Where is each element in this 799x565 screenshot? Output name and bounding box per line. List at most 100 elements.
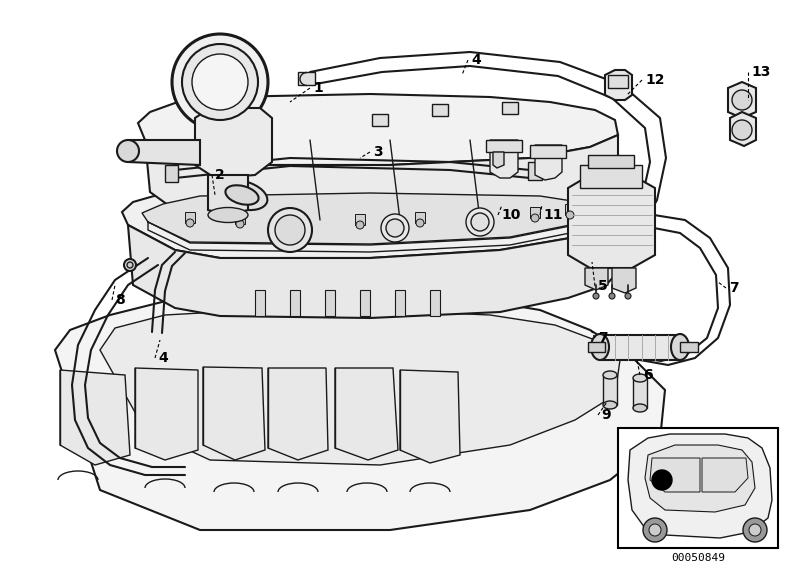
Polygon shape <box>400 370 460 463</box>
Polygon shape <box>493 152 504 168</box>
Polygon shape <box>580 165 642 188</box>
Polygon shape <box>565 204 575 215</box>
Polygon shape <box>535 145 562 180</box>
Circle shape <box>593 293 599 299</box>
Text: 11: 11 <box>543 208 562 222</box>
Circle shape <box>531 214 539 222</box>
Polygon shape <box>588 155 634 168</box>
Circle shape <box>643 518 667 542</box>
Polygon shape <box>490 140 518 178</box>
Ellipse shape <box>603 371 617 379</box>
Bar <box>618 428 778 548</box>
Circle shape <box>386 219 404 237</box>
Polygon shape <box>295 214 305 225</box>
Polygon shape <box>100 310 620 465</box>
Ellipse shape <box>225 185 259 205</box>
Polygon shape <box>530 207 540 218</box>
Polygon shape <box>432 104 448 116</box>
Polygon shape <box>195 108 272 178</box>
Circle shape <box>172 34 268 130</box>
Circle shape <box>296 221 304 229</box>
Polygon shape <box>142 193 600 245</box>
Polygon shape <box>325 290 335 316</box>
Polygon shape <box>165 165 178 182</box>
Circle shape <box>127 262 133 268</box>
Polygon shape <box>650 458 700 492</box>
Polygon shape <box>415 212 425 223</box>
Polygon shape <box>55 295 665 530</box>
Polygon shape <box>475 210 485 221</box>
Circle shape <box>566 211 574 219</box>
Polygon shape <box>138 94 618 165</box>
Polygon shape <box>128 225 618 318</box>
Text: 13: 13 <box>751 65 770 79</box>
Polygon shape <box>486 140 522 152</box>
Polygon shape <box>605 70 632 100</box>
Polygon shape <box>355 214 365 225</box>
Circle shape <box>466 208 494 236</box>
Circle shape <box>356 221 364 229</box>
Polygon shape <box>268 368 328 460</box>
Polygon shape <box>612 268 636 293</box>
Text: 10: 10 <box>501 208 520 222</box>
Polygon shape <box>135 368 198 460</box>
Polygon shape <box>680 342 698 352</box>
Circle shape <box>268 208 312 252</box>
Circle shape <box>186 219 194 227</box>
Text: 1: 1 <box>313 81 323 95</box>
Polygon shape <box>255 290 265 316</box>
Polygon shape <box>360 290 370 316</box>
Polygon shape <box>702 458 748 492</box>
Text: 00050849: 00050849 <box>671 553 725 563</box>
Circle shape <box>743 518 767 542</box>
Polygon shape <box>603 375 617 405</box>
Ellipse shape <box>603 401 617 409</box>
Text: 4: 4 <box>471 53 481 67</box>
Polygon shape <box>290 290 300 316</box>
Polygon shape <box>608 75 628 88</box>
Circle shape <box>381 214 409 242</box>
Polygon shape <box>203 367 265 460</box>
Text: 3: 3 <box>373 145 383 159</box>
Circle shape <box>117 140 139 162</box>
Text: 7: 7 <box>598 331 607 345</box>
Polygon shape <box>528 162 542 180</box>
Circle shape <box>625 293 631 299</box>
Circle shape <box>182 44 258 120</box>
Ellipse shape <box>208 207 248 223</box>
Circle shape <box>749 524 761 536</box>
Circle shape <box>732 90 752 110</box>
Polygon shape <box>208 175 248 215</box>
Polygon shape <box>730 112 756 146</box>
Polygon shape <box>628 434 772 538</box>
Circle shape <box>124 259 136 271</box>
Circle shape <box>236 220 244 228</box>
Text: 4: 4 <box>158 351 168 365</box>
Text: 7: 7 <box>729 281 738 295</box>
Text: 9: 9 <box>601 408 610 422</box>
Polygon shape <box>60 370 130 465</box>
Circle shape <box>471 213 489 231</box>
Polygon shape <box>145 135 618 222</box>
Text: 8: 8 <box>115 293 125 307</box>
Polygon shape <box>128 140 200 165</box>
Polygon shape <box>585 268 608 290</box>
Polygon shape <box>645 445 755 512</box>
Polygon shape <box>122 182 618 258</box>
Polygon shape <box>372 114 388 126</box>
Ellipse shape <box>671 334 689 360</box>
Circle shape <box>609 293 615 299</box>
Circle shape <box>649 524 661 536</box>
Polygon shape <box>235 213 245 224</box>
Circle shape <box>192 54 248 110</box>
Polygon shape <box>568 175 655 268</box>
Text: 2: 2 <box>215 168 225 182</box>
Polygon shape <box>502 102 518 114</box>
Circle shape <box>416 219 424 227</box>
Ellipse shape <box>633 404 647 412</box>
Polygon shape <box>185 212 195 223</box>
Circle shape <box>476 217 484 225</box>
Polygon shape <box>530 145 566 158</box>
Polygon shape <box>588 342 605 352</box>
Polygon shape <box>395 290 405 316</box>
